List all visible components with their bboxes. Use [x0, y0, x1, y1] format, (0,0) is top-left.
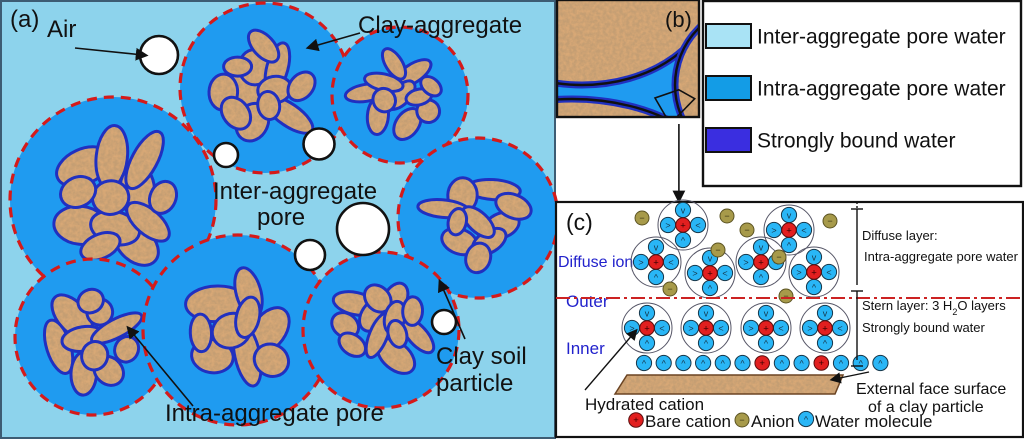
svg-text:−: − — [744, 225, 749, 235]
svg-text:+: + — [758, 257, 764, 268]
svg-text:(b): (b) — [665, 7, 692, 32]
svg-text:Diffuse ion: Diffuse ion — [558, 254, 633, 271]
svg-text:v: v — [645, 309, 650, 319]
svg-text:<: < — [718, 324, 723, 334]
svg-text:v: v — [704, 309, 709, 319]
svg-text:Intra-aggregate pore water: Intra-aggregate pore water — [864, 249, 1019, 264]
svg-text:<: < — [801, 226, 806, 236]
svg-text:>: > — [638, 258, 643, 268]
svg-text:Clay soil: Clay soil — [436, 343, 527, 370]
svg-text:(a): (a) — [10, 6, 39, 33]
svg-text:−: − — [667, 284, 672, 294]
svg-text:pore: pore — [257, 204, 305, 231]
svg-text:+: + — [703, 323, 709, 334]
svg-text:−: − — [724, 211, 729, 221]
svg-text:Bare cation: Bare cation — [645, 412, 731, 431]
svg-text:<: < — [722, 269, 727, 279]
svg-text:of a clay particle: of a clay particle — [868, 399, 984, 416]
svg-text:v: v — [681, 206, 686, 216]
svg-text:>: > — [796, 268, 801, 278]
svg-text:Air: Air — [47, 16, 76, 43]
svg-text:Clay-aggregate: Clay-aggregate — [358, 12, 522, 39]
svg-text:Strongly bound water: Strongly bound water — [757, 130, 955, 153]
svg-text:particle: particle — [436, 370, 513, 397]
svg-text:Intra-aggregate pore water: Intra-aggregate pore water — [757, 78, 1006, 101]
svg-text:+: + — [759, 358, 765, 369]
svg-text:<: < — [837, 324, 842, 334]
svg-text:−: − — [639, 213, 644, 223]
svg-text:−: − — [739, 415, 744, 425]
svg-text:v: v — [759, 243, 764, 253]
svg-text:Inter-aggregate: Inter-aggregate — [213, 178, 377, 205]
svg-text:<: < — [659, 324, 664, 334]
svg-text:+: + — [644, 323, 650, 334]
svg-text:<: < — [668, 258, 673, 268]
svg-text:v: v — [787, 211, 792, 221]
svg-text:>: > — [807, 324, 812, 334]
svg-text:>: > — [748, 324, 753, 334]
svg-text:(c): (c) — [566, 209, 593, 235]
svg-text:v: v — [823, 309, 828, 319]
svg-text:<: < — [826, 268, 831, 278]
svg-text:<: < — [778, 324, 783, 334]
svg-text:+: + — [822, 323, 828, 334]
svg-text:Inter-aggregate pore water: Inter-aggregate pore water — [757, 26, 1006, 49]
svg-text:v: v — [812, 253, 817, 263]
svg-text:Diffuse layer:: Diffuse layer: — [862, 228, 938, 243]
svg-text:+: + — [653, 257, 659, 268]
svg-text:v: v — [654, 243, 659, 253]
svg-text:+: + — [763, 323, 769, 334]
svg-text:+: + — [786, 225, 792, 236]
svg-text:−: − — [715, 245, 720, 255]
svg-text:−: − — [783, 291, 788, 301]
svg-text:+: + — [819, 358, 825, 369]
svg-text:v: v — [708, 254, 713, 264]
svg-text:<: < — [695, 221, 700, 231]
svg-text:Hydrated cation: Hydrated cation — [585, 395, 704, 414]
svg-text:Anion: Anion — [751, 412, 794, 431]
svg-text:>: > — [771, 226, 776, 236]
svg-text:+: + — [633, 415, 639, 426]
svg-text:Inner: Inner — [566, 339, 605, 358]
svg-text:>: > — [692, 269, 697, 279]
svg-text:External face surface: External face surface — [856, 381, 1006, 398]
svg-text:+: + — [811, 267, 817, 278]
svg-text:>: > — [743, 258, 748, 268]
svg-text:+: + — [680, 220, 686, 231]
svg-text:Strongly bound water: Strongly bound water — [862, 320, 986, 335]
svg-text:Outer: Outer — [566, 292, 609, 311]
svg-text:+: + — [707, 268, 713, 279]
svg-text:Intra-aggregate pore: Intra-aggregate pore — [165, 400, 384, 427]
svg-text:v: v — [764, 309, 769, 319]
svg-text:−: − — [776, 252, 781, 262]
svg-text:>: > — [629, 324, 634, 334]
svg-text:−: − — [827, 216, 832, 226]
svg-text:>: > — [688, 324, 693, 334]
svg-text:>: > — [665, 221, 670, 231]
